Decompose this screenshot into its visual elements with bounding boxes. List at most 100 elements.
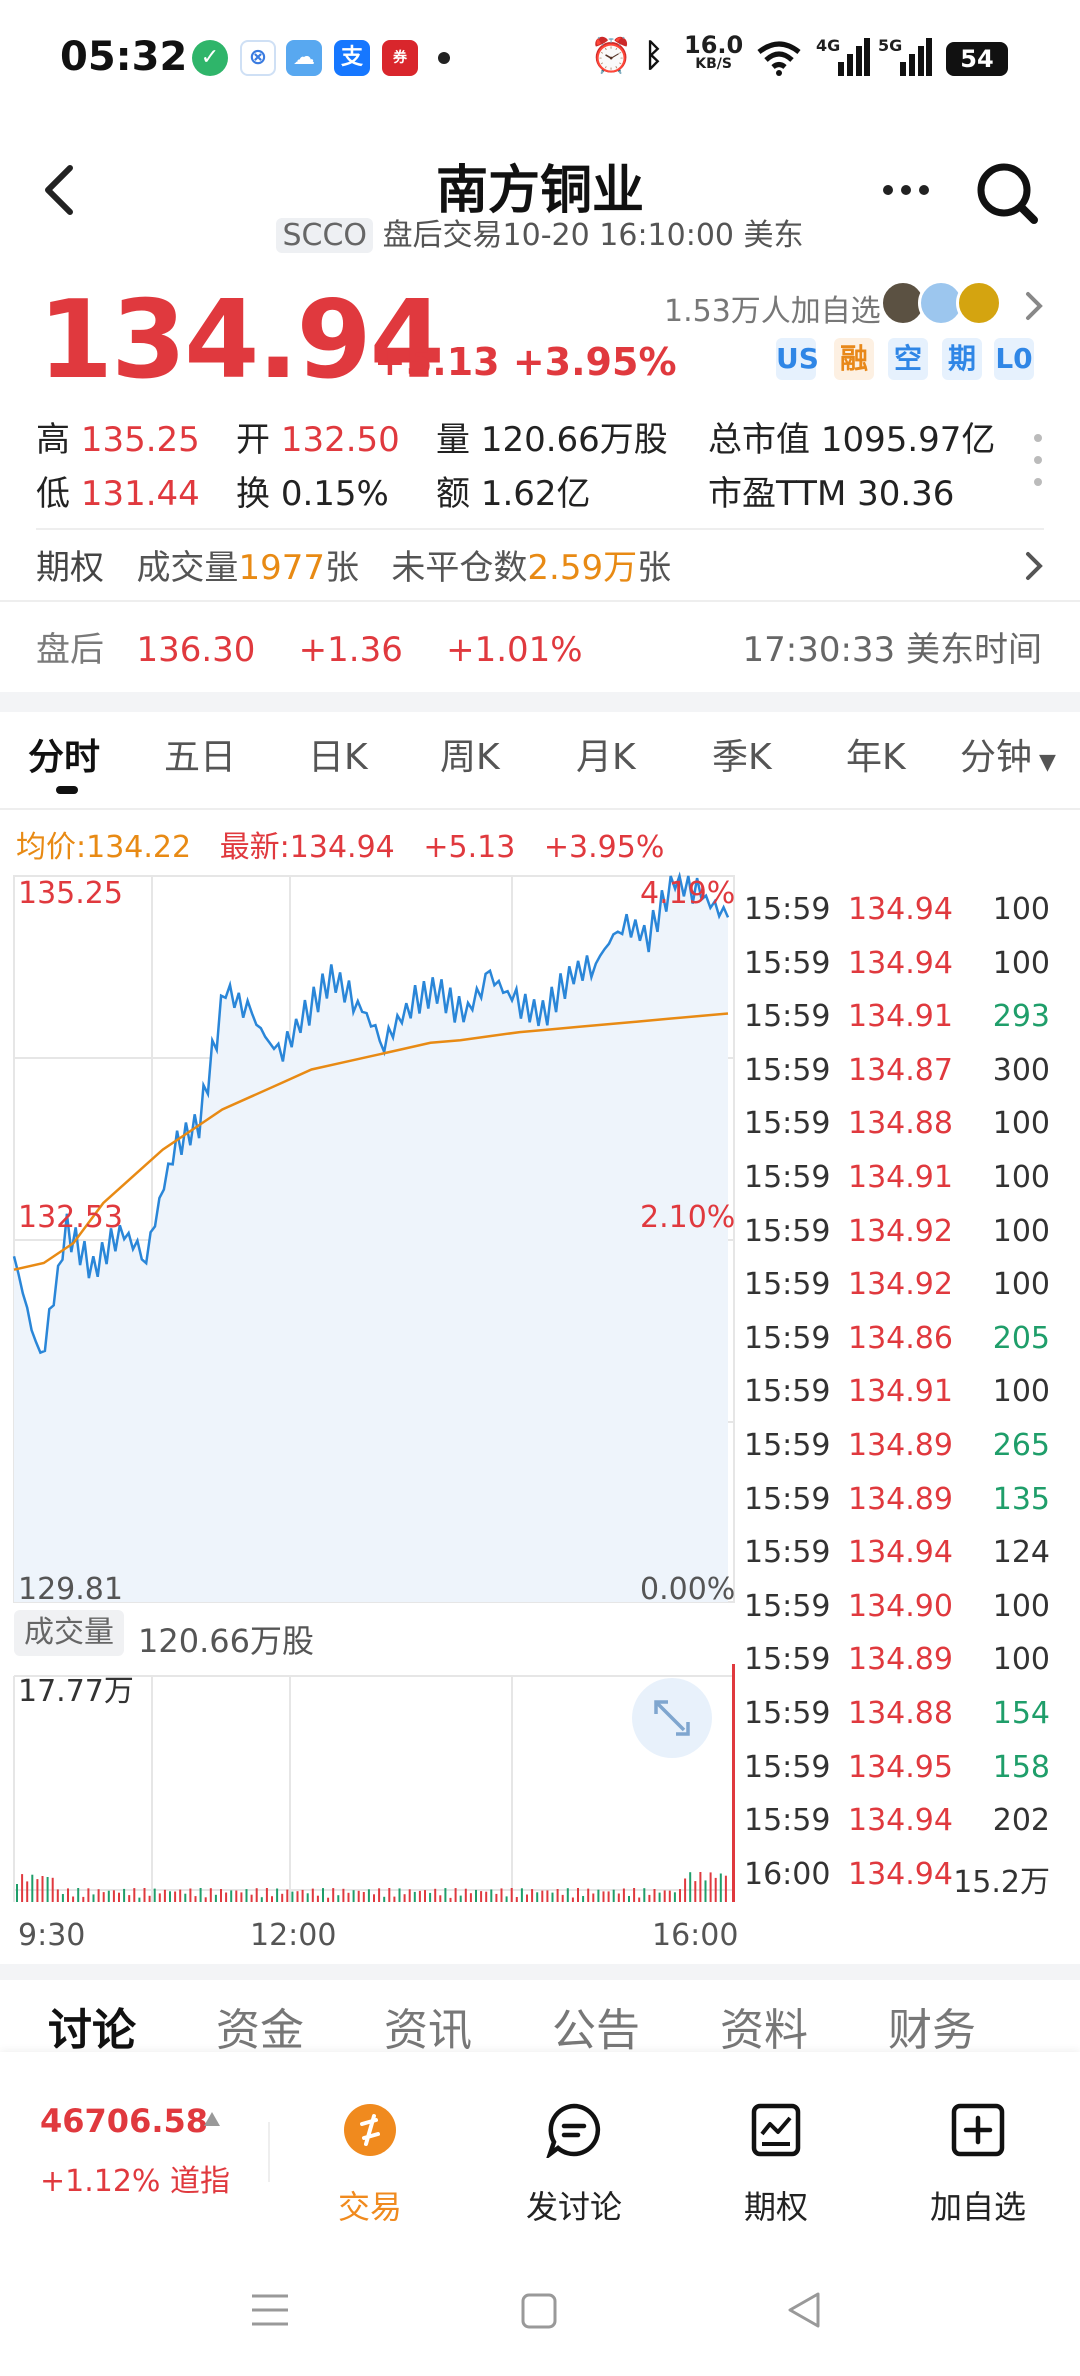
tick-price: 134.88 [848, 1106, 953, 1142]
intraday-chart[interactable] [0, 870, 740, 1910]
dow-index-value[interactable]: 46706.58 [40, 2102, 209, 2140]
volume-bar [281, 1893, 284, 1902]
options-chart-icon [751, 2103, 801, 2157]
volume-bar [296, 1891, 299, 1902]
volume-bar [56, 1889, 59, 1902]
add-watchlist-button[interactable]: 加自选 [898, 2082, 1058, 2232]
tick-qty: 265 [992, 1428, 1050, 1463]
tick-qty: 135 [992, 1481, 1050, 1517]
weather-app-icon: ☁ [286, 40, 322, 76]
stat-turnover: 换 0.15% [236, 474, 389, 514]
tick-qty: 100 [992, 1642, 1050, 1678]
tab-news[interactable]: 资讯 [384, 2005, 472, 2050]
volume-bar [112, 1890, 115, 1902]
volume-bar [546, 1890, 549, 1902]
battery-icon: 54 [946, 42, 1008, 76]
volume-bar [566, 1888, 569, 1902]
volume-bar [388, 1888, 391, 1902]
tick-time: 15:59 [744, 945, 831, 981]
followers-count[interactable]: 1.53万人加自选 [664, 294, 881, 329]
options-chevron-icon[interactable] [1022, 548, 1046, 584]
volume-bar [286, 1889, 289, 1902]
volume-bar [393, 1896, 396, 1902]
dow-index-change[interactable]: +1.12% 道指 [40, 2164, 230, 2199]
tab-profile[interactable]: 资料 [720, 2005, 808, 2050]
tab-daily-k[interactable]: 日K [308, 737, 368, 778]
tab-funds[interactable]: 资金 [216, 2005, 304, 2050]
volume-bar [643, 1888, 646, 1902]
tick-price: 134.86 [848, 1320, 953, 1356]
tick-price: 134.94 [848, 1535, 953, 1571]
volume-label[interactable]: 成交量 [14, 1610, 124, 1656]
tick-time: 15:59 [744, 892, 831, 927]
legend-latest: 最新:134.94 [219, 830, 395, 865]
volume-bar [510, 1888, 513, 1902]
volume-bar [505, 1896, 508, 1902]
trade-ticks-list[interactable]: 15:59 134.94 100 15:59 134.94 100 15:59 134.91 2… [738, 870, 1060, 1902]
tag-options: 期 [942, 338, 982, 380]
system-navigation-bar [0, 2252, 1080, 2376]
tick-row: 15:59 134.88 154 [738, 1696, 1060, 1750]
volume-bar [21, 1874, 24, 1902]
tab-weekly-k[interactable]: 周K [440, 737, 500, 778]
tab-financials[interactable]: 财务 [888, 2005, 976, 2050]
tab-minute[interactable]: 分钟 ▼ [960, 737, 1056, 778]
post-discussion-button[interactable]: 发讨论 [494, 2082, 654, 2232]
change-percent: +3.95% [512, 340, 677, 384]
chart-mid-pct-label: 2.10% [640, 1200, 736, 1235]
volume-bar [276, 1888, 279, 1902]
tab-monthly-k[interactable]: 月K [576, 737, 636, 778]
volume-bar [444, 1888, 447, 1902]
volume-bar [464, 1888, 467, 1902]
options-summary-row[interactable]: 期权 成交量1977张 未平仓数2.59万张 [36, 548, 672, 588]
tick-price: 134.92 [848, 1213, 953, 1249]
broker-app-icon: 券 [382, 40, 418, 76]
volume-bar [469, 1893, 472, 1902]
search-button[interactable] [972, 158, 1044, 230]
tick-row: 15:59 134.89 135 [738, 1482, 1060, 1536]
volume-bar [551, 1892, 554, 1902]
volume-bar [449, 1897, 452, 1902]
tick-time: 15:59 [744, 1320, 831, 1356]
volume-bar [184, 1893, 187, 1902]
followers-chevron-icon[interactable] [1022, 288, 1046, 324]
fullscreen-button[interactable] [632, 1678, 712, 1758]
tick-row: 15:59 134.87 300 [738, 1053, 1060, 1107]
tab-yearly-k[interactable]: 年K [846, 737, 906, 778]
expand-stats-icon[interactable] [1030, 430, 1046, 490]
back-triangle-icon[interactable] [786, 2290, 822, 2334]
tick-time: 15:59 [744, 1213, 831, 1249]
tab-quarterly-k[interactable]: 季K [712, 737, 772, 778]
volume-bar [82, 1896, 85, 1902]
tick-time: 15:59 [744, 1052, 831, 1088]
status-bar: 05:32 ✓ ⊗ ☁ 支 券 ⏰ ᛒ 16.0 KB/S 4G 5G 54 [0, 0, 1080, 118]
ticker-badge: SCCO [276, 218, 374, 253]
menu-icon[interactable] [250, 2292, 290, 2332]
tick-row: 15:59 134.94 202 [738, 1803, 1060, 1857]
back-button[interactable] [36, 160, 86, 220]
legend-avg: 均价:134.22 [16, 830, 192, 865]
volume-bar [679, 1889, 681, 1902]
tab-announcements[interactable]: 公告 [552, 2005, 640, 2050]
volume-bar [383, 1896, 386, 1902]
home-icon[interactable] [520, 2292, 558, 2334]
tick-row: 15:59 134.91 100 [738, 1160, 1060, 1214]
volume-bar [209, 1888, 212, 1902]
divider [0, 808, 1080, 810]
volume-bar [327, 1897, 330, 1902]
tab-discussion[interactable]: 讨论 [48, 2005, 136, 2050]
tick-price: 134.94 [848, 1803, 953, 1839]
tab-intraday[interactable]: 分时 [28, 737, 101, 778]
trade-button[interactable]: 交易 [290, 2082, 450, 2232]
options-button[interactable]: 期权 [696, 2082, 856, 2232]
alarm-icon: ⏰ [590, 36, 633, 76]
more-button[interactable] [876, 170, 940, 210]
tab-five-day[interactable]: 五日 [164, 737, 237, 778]
divider [268, 2122, 270, 2182]
volume-bar [87, 1888, 90, 1902]
tick-qty: 100 [992, 1160, 1050, 1195]
tick-row: 15:59 134.92 100 [738, 1267, 1060, 1321]
price-line [12, 871, 730, 1355]
trade-icon [344, 2104, 396, 2156]
volume-bar [245, 1889, 248, 1902]
